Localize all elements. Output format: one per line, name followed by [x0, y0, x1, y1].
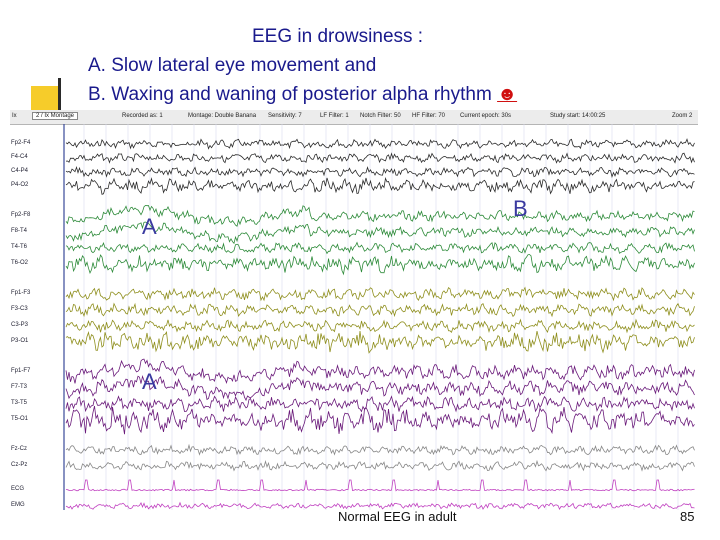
channel-label-ecg: ECG	[11, 486, 25, 492]
slide-title-line-2: A. Slow lateral eye movement and	[88, 55, 377, 76]
channel-label-t4-t6: T4-T6	[11, 244, 28, 250]
eeg-trace-t6-o2	[65, 254, 695, 276]
toolbar-notch-filter: Notch Filter: 50	[360, 113, 401, 119]
channel-label-f8-t4: F8-T4	[11, 228, 28, 234]
slide-title-line-3-text: B. Waxing and waning of posterior alpha …	[88, 84, 492, 105]
channel-label-f7-t3: F7-T3	[11, 384, 28, 390]
marker-b: B	[513, 196, 528, 221]
toolbar-recorded: Recorded as: 1	[122, 113, 163, 119]
channel-label-fz-cz: Fz-Cz	[11, 446, 27, 452]
footer-caption: Normal EEG in adult	[338, 509, 457, 524]
eeg-trace-fz-cz	[65, 443, 695, 456]
eeg-trace-p3-o1	[65, 331, 695, 354]
channel-label-p3-o1: P3-O1	[11, 338, 29, 344]
eeg-trace-cz-pz	[65, 459, 695, 472]
channel-label-cz-pz: Cz-Pz	[11, 462, 28, 468]
smiley-icon: ☻	[497, 84, 518, 105]
toolbar-sensitivity: Sensitivity: 7	[268, 113, 302, 119]
eeg-traces	[63, 124, 695, 510]
channel-label-c3-p3: C3-P3	[11, 322, 29, 328]
accent-block	[31, 86, 61, 111]
toolbar-study-start: Study start: 14:00:25	[550, 113, 606, 119]
channel-label-t5-o1: T5-O1	[11, 416, 29, 422]
channel-label-fp2-f4: Fp2-F4	[11, 140, 31, 146]
channel-label-t3-t5: T3-T5	[11, 400, 28, 406]
toolbar-left-label: Ix	[12, 113, 17, 119]
channel-label-t6-o2: T6-O2	[11, 260, 29, 266]
channel-label-p4-o2: P4-O2	[11, 182, 29, 188]
eeg-trace-t3-t5	[65, 395, 695, 413]
toolbar-hf-filter: HF Filter: 70	[412, 113, 446, 119]
eeg-trace-f3-c3	[65, 302, 695, 318]
eeg-recording-screenshot: Ix 2 / Ix Montage Recorded as: 1 Montage…	[10, 110, 698, 510]
eeg-trace-ecg	[65, 479, 695, 492]
channel-label-emg: EMG	[11, 502, 25, 508]
channel-label-c4-p4: C4-P4	[11, 168, 29, 174]
eeg-trace-fp1-f7	[65, 358, 695, 384]
eeg-trace-f7-t3	[65, 374, 695, 402]
eeg-trace-f8-t4	[65, 221, 695, 245]
channel-label-fp1-f3: Fp1-F3	[11, 290, 31, 296]
marker-a-upper: A	[142, 214, 157, 239]
toolbar-right-label: Zoom 2	[672, 113, 693, 119]
eeg-trace-fp1-f3	[65, 286, 695, 302]
montage-select[interactable]: 2 / Ix Montage	[32, 112, 79, 120]
accent-divider	[58, 78, 61, 112]
channel-label-fp1-f7: Fp1-F7	[11, 368, 31, 374]
toolbar-montage: Montage: Double Banana	[188, 113, 257, 119]
eeg-trace-emg	[65, 501, 695, 510]
toolbar-current-epoch: Current epoch: 30s	[460, 113, 512, 119]
eeg-trace-f4-c4	[65, 152, 695, 164]
eeg-trace-fp2-f4	[65, 138, 695, 150]
eeg-trace-t4-t6	[65, 241, 695, 255]
channel-label-f4-c4: F4-C4	[11, 154, 28, 160]
toolbar-lf-filter: LF Filter: 1	[320, 113, 349, 119]
slide-title-line-1: EEG in drowsiness :	[252, 26, 424, 47]
channel-label-f3-c3: F3-C3	[11, 306, 28, 312]
page-number: 85	[680, 509, 695, 524]
slide-title-line-3: B. Waxing and waning of posterior alpha …	[88, 84, 517, 106]
eeg-trace-fp2-f8	[65, 204, 695, 227]
eeg-trace-t5-o1	[65, 406, 695, 435]
eeg-toolbar: Ix 2 / Ix Montage Recorded as: 1 Montage…	[10, 110, 698, 125]
eeg-trace-c3-p3	[65, 318, 695, 334]
marker-a-lower: A	[142, 369, 157, 394]
eeg-trace-p4-o2	[65, 176, 695, 195]
channel-label-fp2-f8: Fp2-F8	[11, 212, 31, 218]
eeg-trace-c4-p4	[65, 165, 695, 179]
